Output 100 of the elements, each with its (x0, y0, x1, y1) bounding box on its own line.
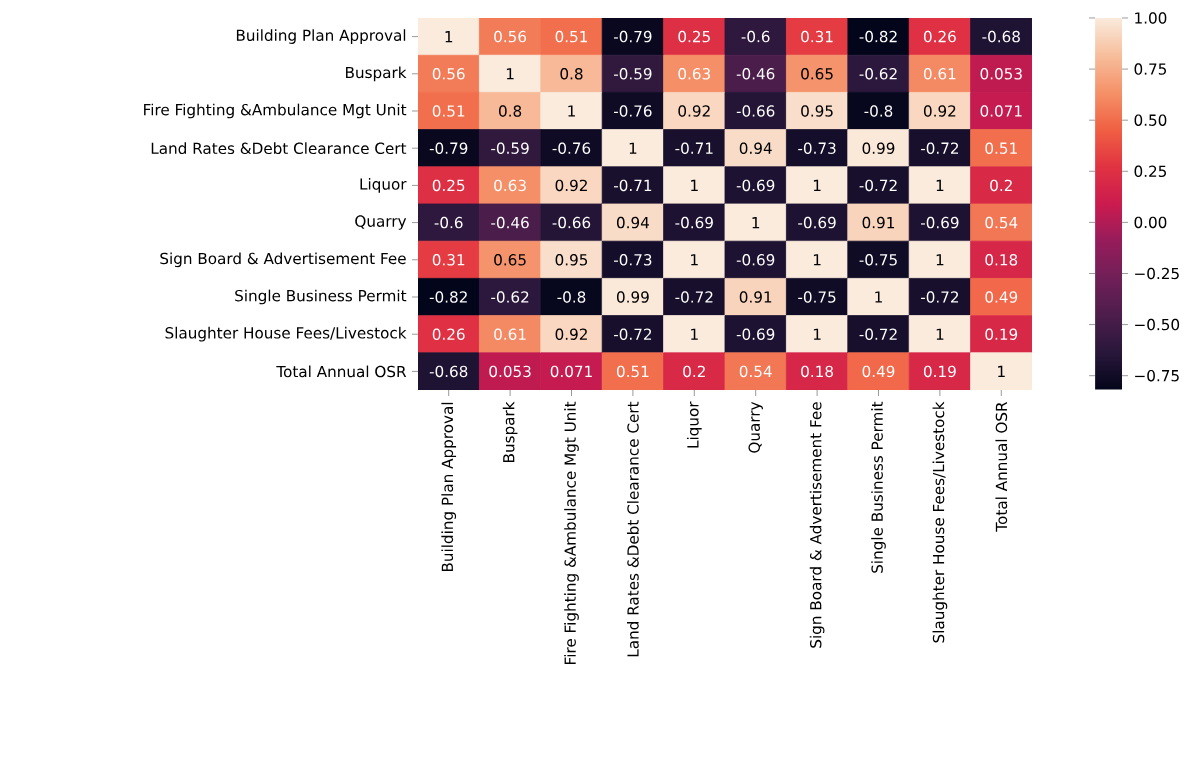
data-label: -0.69 (798, 216, 836, 229)
data-label: -0.72 (613, 328, 652, 340)
data-label: 0.63 (494, 179, 526, 192)
y-tick-label: Single Business Permit (235, 289, 407, 305)
x-tick-label: Slaughter House Fees/Livestock (932, 401, 948, 643)
data-label: 0.92 (923, 105, 956, 117)
data-label: -0.72 (675, 291, 713, 303)
color-bar-label: 0.00 (1134, 216, 1167, 229)
data-label: -0.82 (859, 30, 897, 43)
data-label: 1 (691, 179, 698, 191)
data-label: -0.76 (552, 142, 591, 154)
data-label: 0.8 (560, 68, 583, 80)
data-label: 0.19 (923, 365, 956, 378)
data-label: 0.18 (985, 254, 1018, 266)
color-bar-label: 0.75 (1134, 63, 1167, 75)
x-tick-label: Liquor (686, 401, 702, 448)
data-label: -0.75 (798, 291, 836, 303)
data-label: 0.31 (432, 254, 465, 266)
data-label: -0.69 (675, 216, 713, 229)
y-tick-label: Buspark (346, 66, 407, 82)
data-label: -0.62 (491, 291, 529, 303)
data-label: 1 (629, 142, 637, 154)
data-label: 1 (936, 179, 944, 191)
data-label: -0.75 (859, 254, 897, 266)
color-bar-label: 1.00 (1135, 12, 1167, 24)
data-label: -0.69 (920, 216, 959, 229)
color-bar-label: −0.25 (1135, 267, 1179, 280)
color-bar-label: −0.50 (1135, 318, 1180, 331)
data-label: -0.73 (798, 142, 836, 154)
data-label: -0.76 (613, 105, 652, 117)
data-label: 0.92 (555, 328, 587, 340)
data-label: 0.19 (985, 328, 1018, 340)
data-label: -0.71 (613, 179, 652, 192)
data-label: -0.82 (429, 291, 467, 303)
data-label: 1 (813, 328, 821, 340)
data-label: -0.69 (736, 179, 775, 192)
data-label: 0.51 (616, 365, 649, 378)
data-label: -0.8 (864, 105, 893, 117)
data-label: 0.91 (862, 216, 895, 229)
y-tick-label: Sign Board & Advertisement Fee (160, 252, 406, 268)
data-label: 0.56 (432, 68, 465, 80)
y-tick-label: Land Rates &Debt Clearance Cert (151, 142, 407, 155)
data-label: 1 (691, 328, 698, 340)
data-label: 0.2 (990, 179, 1012, 192)
data-label: -0.46 (491, 216, 529, 229)
data-label: -0.79 (429, 142, 468, 154)
data-label: 0.92 (555, 179, 587, 192)
y-tick-label: Fire Fighting &Ambulance Mgt Unit (144, 103, 407, 119)
data-label: 0.49 (985, 291, 1018, 303)
data-label: -0.72 (920, 142, 959, 154)
data-label: -0.72 (920, 291, 959, 303)
data-label: 1 (506, 68, 514, 80)
data-label: 0.94 (739, 142, 772, 154)
data-label: 0.071 (980, 105, 1022, 117)
y-tick-label: Total Annual OSR (276, 365, 407, 378)
data-label: -0.46 (736, 68, 775, 80)
data-label: 0.51 (555, 30, 588, 43)
data-label: 0.56 (494, 30, 527, 43)
y-tick-label: Building Plan Approval (236, 29, 406, 44)
data-label: 0.26 (432, 328, 465, 340)
x-tick-label: Buspark (502, 401, 518, 462)
data-label: 0.18 (801, 365, 833, 378)
x-tick-label: Quarry (748, 401, 763, 453)
data-label: 0.51 (432, 105, 465, 117)
data-label: -0.59 (613, 68, 652, 80)
data-label: 1 (752, 217, 760, 229)
data-label: 0.99 (862, 142, 895, 154)
data-label: -0.66 (552, 216, 591, 229)
data-label: 0.053 (980, 68, 1022, 80)
color-bar-label: 0.25 (1134, 165, 1167, 178)
data-label: 1 (998, 365, 1005, 377)
data-label: 0.26 (923, 30, 956, 43)
data-label: 0.95 (555, 254, 588, 266)
data-label: 0.25 (432, 179, 465, 192)
data-label: -0.72 (859, 179, 897, 192)
x-tick-label: Land Rates &Debt Clearance Cert (627, 401, 639, 657)
data-label: -0.79 (613, 30, 652, 43)
data-label: 1 (445, 31, 453, 43)
data-label: 0.053 (489, 365, 531, 378)
data-label: 0.92 (678, 105, 710, 117)
data-label: -0.59 (491, 142, 529, 154)
data-label: -0.66 (736, 105, 775, 117)
data-label: 0.63 (678, 68, 711, 80)
data-label: 1 (936, 328, 944, 340)
y-tick-label: Quarry (355, 215, 407, 230)
data-label: 0.65 (494, 254, 526, 266)
data-label: -0.6 (741, 30, 770, 43)
data-label: 0.071 (550, 365, 592, 378)
data-label: 1 (875, 291, 882, 303)
data-label: 1 (813, 179, 821, 191)
x-tick-label: Total Annual OSR (995, 401, 1008, 532)
x-tick-label: Sign Board & Advertisement Fee (809, 402, 825, 648)
data-label: 1 (813, 254, 821, 266)
data-label: 1 (936, 254, 944, 266)
color-bar-label: 0.50 (1134, 114, 1167, 126)
data-label: 0.61 (923, 68, 956, 80)
color-bar-label: −0.75 (1135, 369, 1179, 382)
data-label: 0.99 (616, 291, 649, 303)
data-label: 0.94 (616, 216, 649, 229)
data-label: -0.68 (982, 30, 1020, 43)
